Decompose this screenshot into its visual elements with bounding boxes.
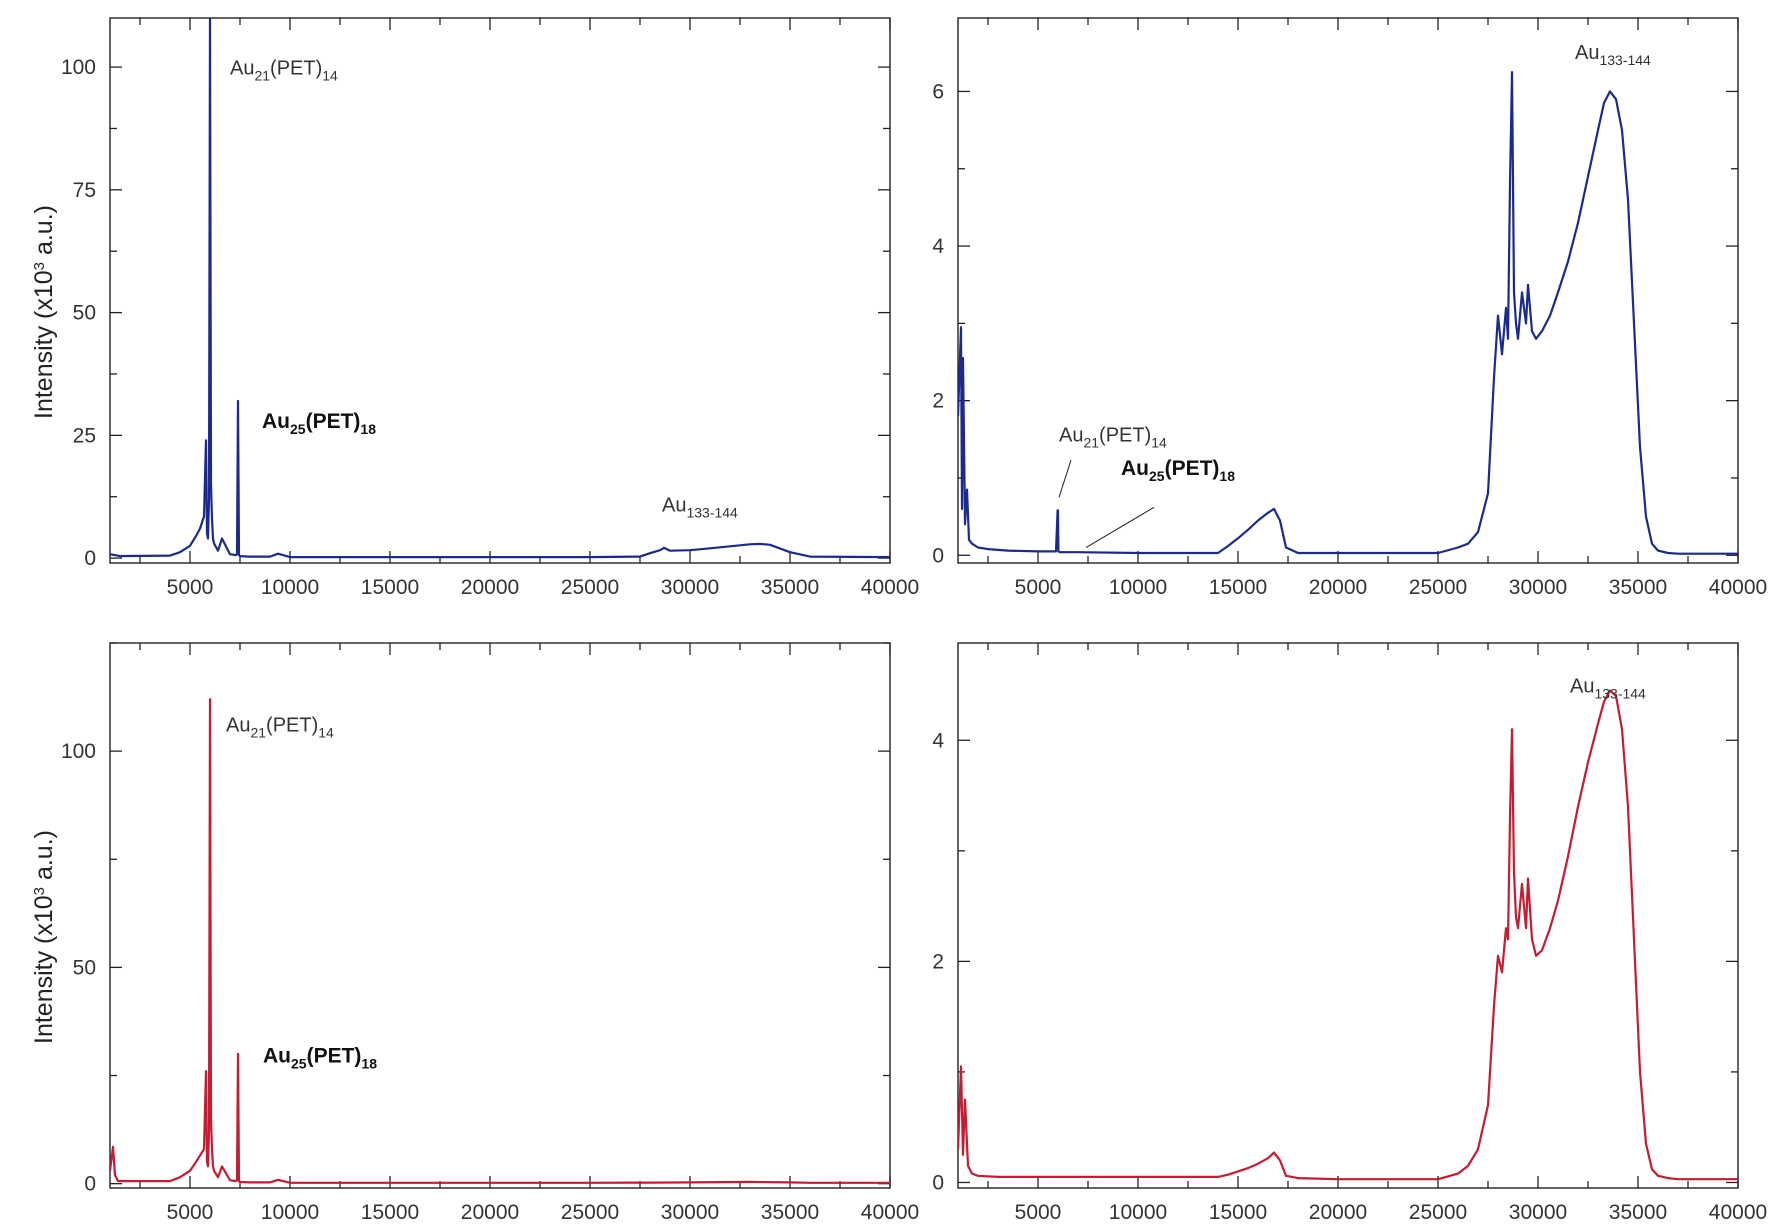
y-tick-label: 0 — [932, 544, 944, 567]
peak-annotation: Au21(PET)14 — [226, 715, 334, 741]
plot-frame — [957, 642, 1739, 1189]
y-tick-label: 2 — [932, 950, 944, 973]
x-tick-label: 15000 — [1209, 576, 1267, 599]
y-axis-title-top: Intensity (x103 a.u.) — [30, 205, 58, 419]
peak-annotation: Au25(PET)18 — [262, 410, 376, 437]
peak-annotation: Au133-144 — [662, 494, 738, 520]
y-tick-label: 4 — [932, 235, 944, 258]
panel-bottom-right: 5000 10000 15000 20000 25000 30000 35000 40000 0… — [932, 642, 1767, 1224]
annotation-leader-line — [1085, 506, 1155, 548]
y-tick-label: 2 — [932, 390, 944, 413]
x-tick-label: 40000 — [861, 576, 919, 599]
x-tick-label: 25000 — [1409, 576, 1467, 599]
peak-annotation: Au133-144 — [1570, 676, 1646, 702]
x-tick-label: 5000 — [167, 1201, 214, 1224]
x-tick-label: 25000 — [561, 1201, 619, 1224]
y-tick-label: 6 — [932, 80, 944, 103]
plot-frame — [109, 642, 891, 1189]
spectrum-trace — [958, 70, 1738, 555]
x-tick-label: 10000 — [1109, 576, 1167, 599]
peak-annotation: Au133-144 — [1575, 42, 1651, 68]
x-tick-label: 10000 — [1109, 1201, 1167, 1224]
y-tick-label: 100 — [61, 56, 96, 79]
x-tick-label: 25000 — [561, 576, 619, 599]
x-tick-label: 15000 — [1209, 1201, 1267, 1224]
panel-top-right: 5000 10000 15000 20000 25000 30000 35000 40000 0… — [932, 17, 1767, 599]
y-axis-title-bottom: Intensity (x103 a.u.) — [30, 830, 58, 1044]
spectrum-trace — [110, 18, 890, 559]
y-tick-label: 100 — [61, 740, 96, 763]
peak-annotation: Au21(PET)14 — [1059, 425, 1167, 451]
x-tick-label: 40000 — [1709, 1201, 1767, 1224]
spectrum-trace — [958, 689, 1738, 1181]
x-tick-label: 20000 — [1309, 1201, 1367, 1224]
y-tick-label: 25 — [73, 424, 96, 447]
y-tick-label: 50 — [73, 956, 96, 979]
annotation-leader-line — [1058, 460, 1072, 498]
x-tick-label: 35000 — [1609, 1201, 1667, 1224]
spectrum-trace — [110, 698, 890, 1184]
x-tick-label: 20000 — [1309, 576, 1367, 599]
x-tick-label: 20000 — [461, 576, 519, 599]
x-tick-label: 35000 — [761, 576, 819, 599]
x-tick-label: 25000 — [1409, 1201, 1467, 1224]
plot-frame — [957, 17, 1739, 564]
y-tick-label: 50 — [73, 302, 96, 325]
x-tick-label: 35000 — [761, 1201, 819, 1224]
x-tick-label: 15000 — [361, 1201, 419, 1224]
x-tick-label: 5000 — [1015, 576, 1062, 599]
x-tick-label: 40000 — [1709, 576, 1767, 599]
x-tick-label: 10000 — [261, 1201, 319, 1224]
x-tick-label: 10000 — [261, 576, 319, 599]
y-tick-label: 75 — [73, 179, 96, 202]
y-tick-label: 0 — [932, 1171, 944, 1194]
x-tick-label: 20000 — [461, 1201, 519, 1224]
peak-annotation: Au25(PET)18 — [263, 1045, 377, 1072]
x-tick-label: 5000 — [167, 576, 214, 599]
x-tick-label: 35000 — [1609, 576, 1667, 599]
x-tick-label: 40000 — [861, 1201, 919, 1224]
x-tick-label: 30000 — [661, 1201, 719, 1224]
x-tick-label: 5000 — [1015, 1201, 1062, 1224]
y-tick-label: 4 — [932, 729, 944, 752]
x-tick-label: 30000 — [1509, 576, 1567, 599]
x-tick-label: 30000 — [661, 576, 719, 599]
y-tick-label: 0 — [84, 1173, 96, 1196]
x-tick-label: 15000 — [361, 576, 419, 599]
peak-annotation: Au25(PET)18 — [1121, 457, 1235, 484]
panel-top-left: 5000 10000 15000 20000 25000 30000 35000 40000 0… — [61, 17, 919, 599]
plot-frame — [109, 17, 891, 564]
peak-annotation: Au21(PET)14 — [230, 57, 338, 83]
y-tick-label: 0 — [84, 547, 96, 570]
panel-bottom-left: 5000 10000 15000 20000 25000 30000 35000 40000 0… — [61, 642, 919, 1224]
x-tick-label: 30000 — [1509, 1201, 1567, 1224]
